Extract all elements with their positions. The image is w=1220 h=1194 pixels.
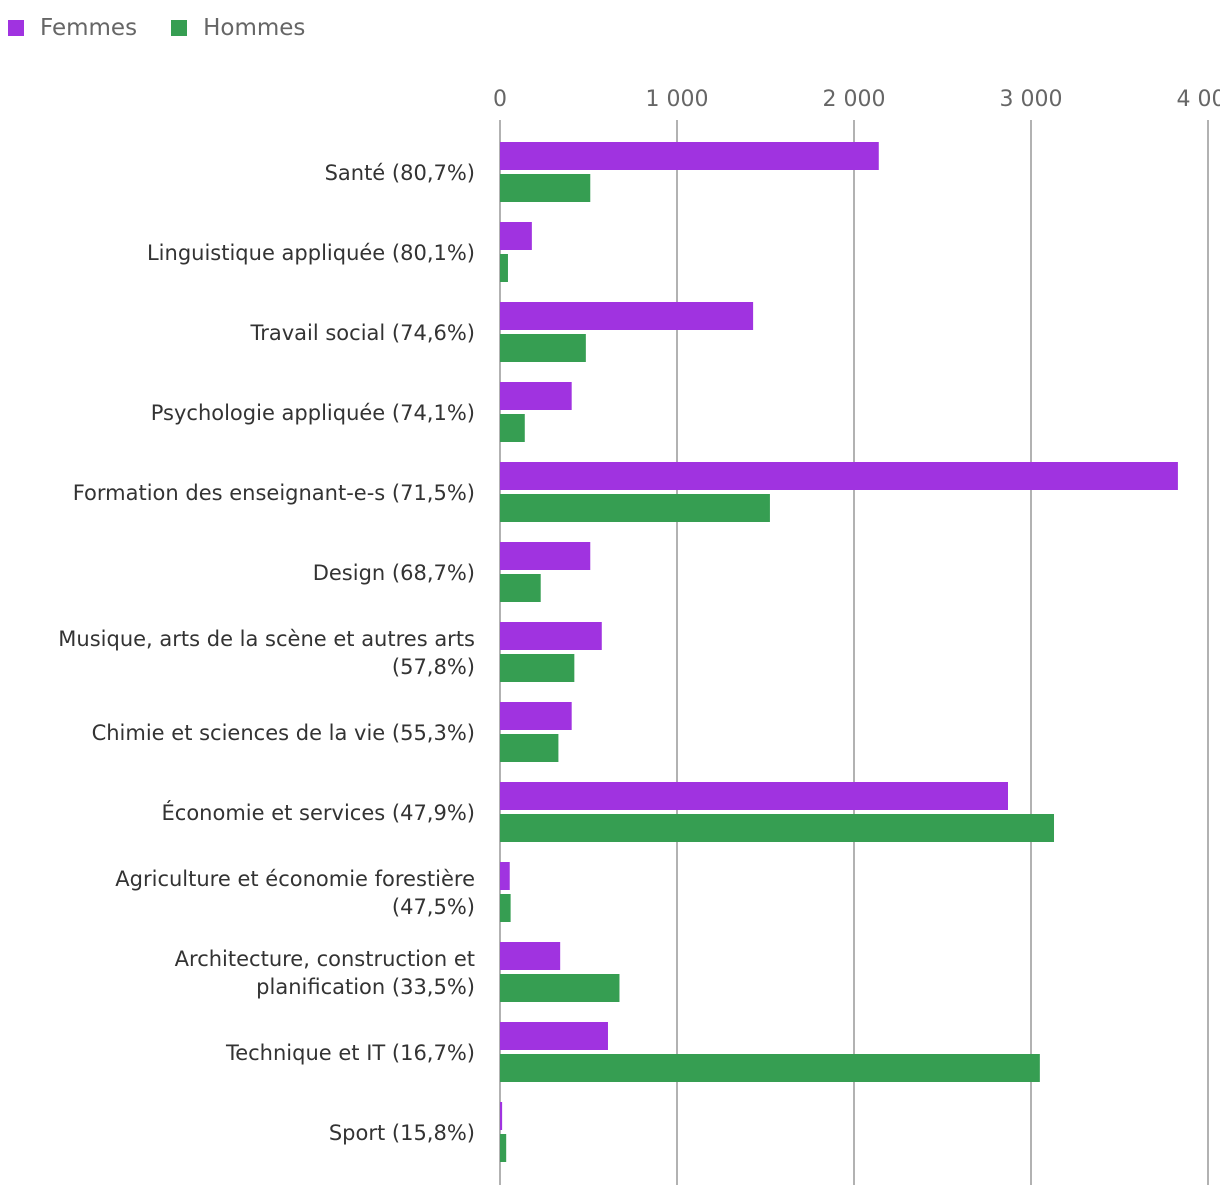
x-tick-label-2000: 2 000: [823, 87, 886, 112]
category-label-4: Formation des enseignant-e-s (71,5%): [73, 481, 475, 505]
bar-femmes-3: [500, 382, 572, 410]
bar-hommes-2: [500, 334, 586, 362]
legend-label-hommes: Hommes: [203, 15, 306, 41]
bar-femmes-9: [500, 862, 510, 890]
bar-hommes-10: [500, 974, 620, 1002]
category-label-6: Musique, arts de la scène et autres arts…: [58, 627, 475, 679]
bar-femmes-4: [500, 462, 1178, 490]
category-label-7: Chimie et sciences de la vie (55,3%): [92, 721, 475, 745]
legend-label-femmes: Femmes: [40, 15, 138, 41]
bar-hommes-7: [500, 734, 559, 762]
bar-hommes-5: [500, 574, 541, 602]
bar-hommes-9: [500, 894, 511, 922]
x-tick-label-4000: 4 000: [1177, 87, 1220, 112]
legend: Femmes Hommes: [8, 12, 339, 44]
bar-hommes-3: [500, 414, 525, 442]
bar-femmes-5: [500, 542, 591, 570]
bar-femmes-11: [500, 1022, 608, 1050]
bar-femmes-0: [500, 142, 879, 170]
bar-hommes-0: [500, 174, 591, 202]
category-label-1: Linguistique appliquée (80,1%): [147, 241, 475, 265]
legend-swatch-femmes: [8, 20, 24, 36]
bar-femmes-12: [500, 1102, 503, 1130]
category-label-12: Sport (15,8%): [329, 1121, 475, 1145]
bar-hommes-11: [500, 1054, 1040, 1082]
category-label-11: Technique et IT (16,7%): [225, 1041, 475, 1065]
category-label-9: Agriculture et économie forestière (47,5%…: [115, 867, 475, 919]
category-label-5: Design (68,7%): [313, 561, 475, 585]
bar-femmes-8: [500, 782, 1008, 810]
legend-item-femmes[interactable]: Femmes: [8, 15, 137, 41]
bar-hommes-1: [500, 254, 508, 282]
category-label-3: Psychologie appliquée (74,1%): [151, 401, 475, 425]
bar-hommes-8: [500, 814, 1055, 842]
bar-femmes-6: [500, 622, 602, 650]
legend-item-hommes[interactable]: Hommes: [171, 15, 305, 41]
x-tick-label-1000: 1 000: [646, 87, 709, 112]
bar-femmes-2: [500, 302, 754, 330]
bar-hommes-12: [500, 1134, 507, 1162]
legend-swatch-hommes: [171, 20, 188, 36]
bar-femmes-10: [500, 942, 561, 970]
category-label-10: Architecture, construction et planificati…: [175, 947, 475, 999]
x-tick-label-3000: 3 000: [1000, 87, 1063, 112]
category-label-8: Économie et services (47,9%): [162, 800, 475, 825]
x-tick-label-0: 0: [493, 87, 507, 112]
bar-femmes-7: [500, 702, 572, 730]
bar-femmes-1: [500, 222, 532, 250]
category-label-2: Travail social (74,6%): [249, 321, 475, 345]
bar-hommes-6: [500, 654, 575, 682]
bar-hommes-4: [500, 494, 770, 522]
category-label-0: Santé (80,7%): [325, 161, 475, 185]
